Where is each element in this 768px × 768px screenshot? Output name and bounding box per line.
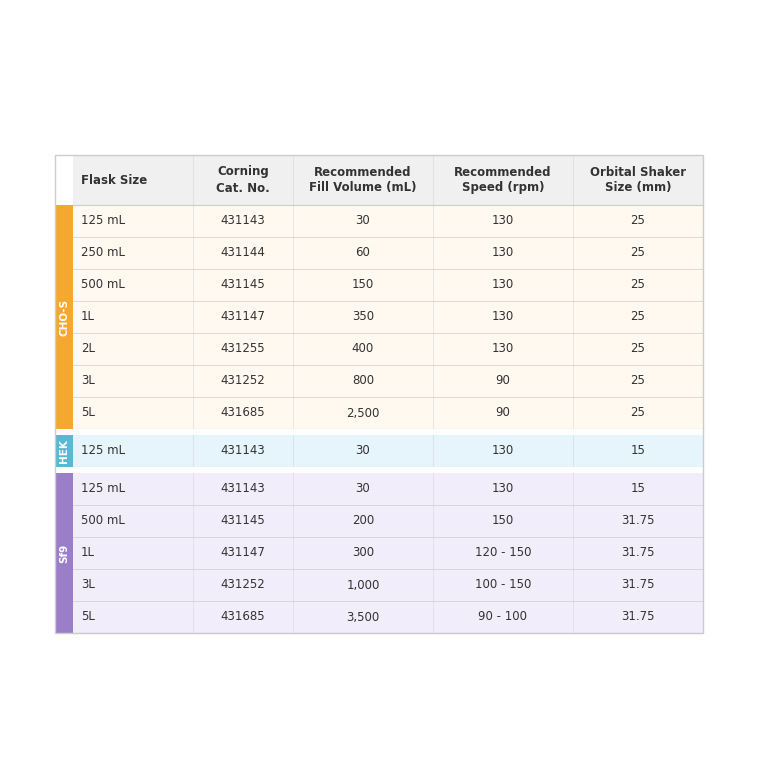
- Text: 800: 800: [352, 375, 374, 388]
- Bar: [55, 155, 703, 633]
- Text: 431685: 431685: [220, 406, 265, 419]
- Text: 431143: 431143: [220, 445, 266, 458]
- Text: 431145: 431145: [220, 279, 266, 292]
- Text: 3L: 3L: [81, 375, 95, 388]
- Bar: [55, 435, 73, 467]
- Text: 5L: 5L: [81, 611, 95, 624]
- Text: 25: 25: [631, 406, 645, 419]
- Text: 300: 300: [352, 547, 374, 560]
- Text: 130: 130: [492, 279, 514, 292]
- Text: 31.75: 31.75: [621, 547, 655, 560]
- Text: 120 - 150: 120 - 150: [475, 547, 531, 560]
- Text: 400: 400: [352, 343, 374, 356]
- Text: 90 - 100: 90 - 100: [478, 611, 528, 624]
- Bar: [55, 467, 703, 473]
- Text: Recommended
Speed (rpm): Recommended Speed (rpm): [454, 165, 551, 194]
- Text: 3,500: 3,500: [346, 611, 379, 624]
- Text: 431144: 431144: [220, 247, 266, 260]
- Text: 150: 150: [492, 515, 514, 528]
- Text: 31.75: 31.75: [621, 515, 655, 528]
- Text: 15: 15: [631, 445, 645, 458]
- Text: 431143: 431143: [220, 482, 266, 495]
- Bar: [73, 205, 703, 429]
- Text: HEK: HEK: [59, 439, 69, 463]
- Text: 130: 130: [492, 445, 514, 458]
- Text: Sf9: Sf9: [59, 544, 69, 563]
- Text: 150: 150: [352, 279, 374, 292]
- Text: 431147: 431147: [220, 310, 266, 323]
- Text: Corning
Cat. No.: Corning Cat. No.: [216, 165, 270, 194]
- Text: 500 mL: 500 mL: [81, 515, 125, 528]
- Text: 25: 25: [631, 214, 645, 227]
- Text: 25: 25: [631, 375, 645, 388]
- Text: 25: 25: [631, 279, 645, 292]
- Bar: [55, 429, 703, 435]
- Text: 250 mL: 250 mL: [81, 247, 125, 260]
- Text: 431145: 431145: [220, 515, 266, 528]
- Text: 431252: 431252: [220, 578, 266, 591]
- Text: 25: 25: [631, 247, 645, 260]
- Text: Orbital Shaker
Size (mm): Orbital Shaker Size (mm): [590, 165, 686, 194]
- Text: 350: 350: [352, 310, 374, 323]
- Text: 100 - 150: 100 - 150: [475, 578, 531, 591]
- Text: 3L: 3L: [81, 578, 95, 591]
- Text: 1L: 1L: [81, 310, 95, 323]
- Bar: [73, 155, 703, 205]
- Text: 431147: 431147: [220, 547, 266, 560]
- Text: 31.75: 31.75: [621, 611, 655, 624]
- Text: 130: 130: [492, 310, 514, 323]
- Bar: [55, 473, 73, 633]
- Text: CHO-S: CHO-S: [59, 299, 69, 336]
- Text: 431143: 431143: [220, 214, 266, 227]
- Text: 90: 90: [495, 406, 511, 419]
- Text: 60: 60: [356, 247, 370, 260]
- Text: Flask Size: Flask Size: [81, 174, 147, 187]
- Text: 90: 90: [495, 375, 511, 388]
- Text: 431252: 431252: [220, 375, 266, 388]
- Text: 130: 130: [492, 247, 514, 260]
- Bar: [55, 205, 73, 429]
- Text: 125 mL: 125 mL: [81, 482, 125, 495]
- Text: 2L: 2L: [81, 343, 95, 356]
- Text: 30: 30: [356, 482, 370, 495]
- Bar: [73, 473, 703, 633]
- Text: 500 mL: 500 mL: [81, 279, 125, 292]
- Text: 25: 25: [631, 343, 645, 356]
- Text: 30: 30: [356, 445, 370, 458]
- Text: 25: 25: [631, 310, 645, 323]
- Text: 431685: 431685: [220, 611, 265, 624]
- Text: 431255: 431255: [220, 343, 265, 356]
- Text: 130: 130: [492, 343, 514, 356]
- Text: Recommended
Fill Volume (mL): Recommended Fill Volume (mL): [310, 165, 417, 194]
- Bar: [73, 435, 703, 467]
- Text: 125 mL: 125 mL: [81, 445, 125, 458]
- Text: 125 mL: 125 mL: [81, 214, 125, 227]
- Text: 130: 130: [492, 482, 514, 495]
- Text: 130: 130: [492, 214, 514, 227]
- Text: 200: 200: [352, 515, 374, 528]
- Text: 1L: 1L: [81, 547, 95, 560]
- Text: 31.75: 31.75: [621, 578, 655, 591]
- Text: 5L: 5L: [81, 406, 95, 419]
- Text: 30: 30: [356, 214, 370, 227]
- Text: 1,000: 1,000: [346, 578, 379, 591]
- Text: 15: 15: [631, 482, 645, 495]
- Text: 2,500: 2,500: [346, 406, 379, 419]
